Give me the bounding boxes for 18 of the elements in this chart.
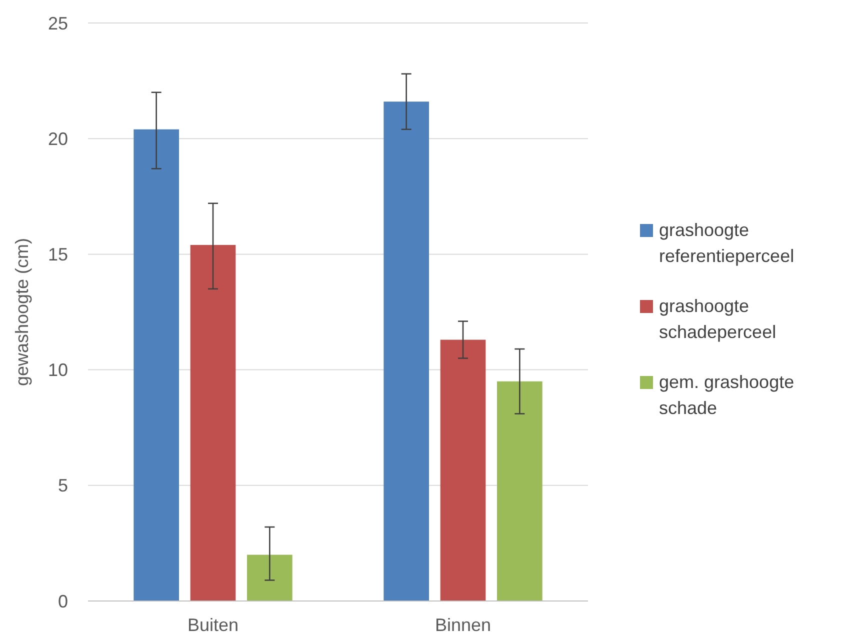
y-axis-title: gewashoogte (cm) [12, 238, 32, 386]
legend-label: gem. grashoogte schade [659, 372, 794, 418]
y-tick-label: 0 [58, 591, 68, 612]
x-tick-label: Buiten [187, 615, 239, 635]
bar [134, 129, 179, 601]
y-tick-label: 15 [48, 244, 68, 264]
y-tick-label: 10 [48, 360, 68, 380]
bar [384, 102, 429, 601]
bar [190, 244, 236, 601]
y-tick-label: 5 [58, 476, 68, 496]
y-tick-label: 20 [48, 128, 68, 149]
bar [497, 381, 542, 601]
bar [247, 554, 292, 601]
legend-label: grashoogte schadeperceel [659, 296, 776, 342]
y-tick-label: 25 [48, 13, 68, 34]
bar [440, 340, 486, 601]
legend-label: grashoogte referentieperceel [659, 220, 794, 266]
x-tick-label: Binnen [434, 615, 492, 635]
